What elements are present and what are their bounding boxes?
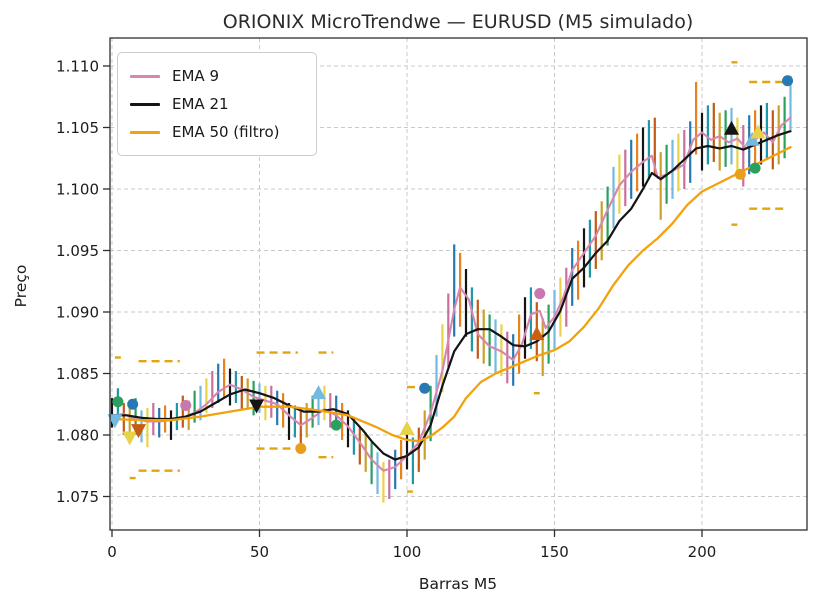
ema-21-line: [110, 130, 792, 461]
dot-marker: [330, 419, 342, 431]
gridlines: [110, 38, 807, 530]
legend-label: EMA 9: [172, 67, 219, 85]
ema-50-filtro--line: [110, 146, 792, 443]
triangle-up-marker: [311, 385, 326, 400]
dot-marker: [127, 398, 139, 410]
legend-label: EMA 50 (filtro): [172, 123, 280, 141]
chart-legend: EMA 9 EMA 21 EMA 50 (filtro): [117, 52, 317, 156]
ema50-swatch: [130, 130, 160, 134]
triangle-up-marker: [399, 420, 415, 435]
triangle-up-marker: [744, 131, 760, 146]
signal-markers: [107, 75, 794, 455]
dot-marker: [782, 75, 794, 87]
y-tick-label: 1.085: [56, 365, 99, 383]
legend-label: EMA 21: [172, 95, 229, 113]
triangle-down-marker: [131, 424, 147, 439]
dot-marker: [734, 168, 746, 180]
legend-item-ema9: EMA 9: [130, 62, 302, 90]
dot-marker: [180, 399, 192, 411]
y-tick-label: 1.100: [56, 181, 99, 199]
x-tick-label: 150: [540, 543, 569, 561]
x-tick-label: 0: [107, 543, 117, 561]
x-tick-label: 100: [393, 543, 422, 561]
triangle-down-marker: [249, 399, 265, 414]
ema-line-1: [110, 116, 792, 472]
dot-marker: [419, 382, 431, 394]
triangle-down-marker: [107, 414, 123, 429]
y-tick-label: 1.095: [56, 242, 99, 260]
ema-line-3: [110, 146, 792, 443]
y-tick-label: 1.075: [56, 488, 99, 506]
dot-marker: [295, 443, 307, 455]
triangle-up-marker: [724, 120, 739, 135]
y-tick-label: 1.090: [56, 304, 99, 322]
y-tick-label: 1.105: [56, 119, 99, 137]
y-tick-label: 1.110: [56, 58, 99, 76]
x-tick-label: 200: [688, 543, 717, 561]
triangle-up-marker: [750, 124, 766, 139]
ema9-swatch: [130, 74, 160, 78]
range-levels: [114, 61, 785, 493]
ema-line-2: [110, 130, 792, 461]
y-axis-label: Preço: [12, 265, 30, 308]
dot-marker: [749, 162, 761, 174]
price-bars: [110, 75, 792, 503]
x-axis-label: Barras M5: [419, 575, 497, 593]
triangle-down-marker: [122, 431, 138, 446]
dot-marker: [112, 396, 124, 408]
axis-ticks: 1.075 1.080 1.085 1.090 1.095 1.100 1.105 1.110…: [56, 58, 716, 562]
chart-generated-layers: 1.075 1.080 1.085 1.090 1.095 1.100 1.105 1.110…: [56, 37, 808, 562]
triangle-up-marker: [529, 326, 545, 341]
x-tick-label: 50: [250, 543, 269, 561]
ema-9-line: [110, 116, 792, 472]
plot-box: [109, 37, 808, 531]
legend-item-ema21: EMA 21: [130, 90, 302, 118]
legend-item-ema50: EMA 50 (filtro): [130, 118, 302, 146]
chart-title: ORIONIX MicroTrendwe — EURUSD (M5 simula…: [223, 11, 693, 33]
plot-border: [109, 37, 808, 531]
dot-marker: [534, 288, 546, 300]
y-tick-label: 1.080: [56, 427, 99, 445]
ema21-swatch: [130, 102, 160, 106]
